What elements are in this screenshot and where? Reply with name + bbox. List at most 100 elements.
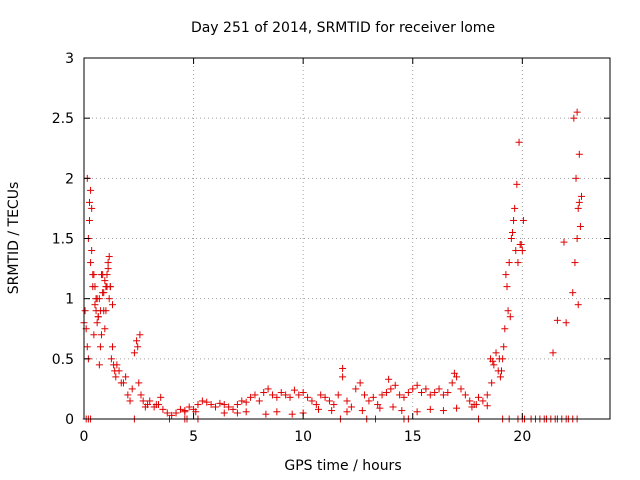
data-point [124, 391, 132, 399]
data-point [128, 385, 136, 393]
data-point [576, 222, 584, 230]
data-point [104, 265, 112, 273]
data-point [159, 405, 167, 413]
y-tick-label: 3 [65, 51, 74, 67]
data-point [468, 403, 476, 411]
data-point [112, 373, 120, 381]
data-point [404, 389, 412, 397]
data-point [453, 404, 461, 412]
data-point [119, 379, 127, 387]
data-point [194, 401, 202, 409]
x-tick-label: 15 [404, 429, 422, 445]
data-point [242, 398, 250, 406]
x-axis-label: GPS time / hours [284, 458, 401, 474]
data-point [96, 307, 104, 315]
data-point [273, 393, 281, 401]
data-point [365, 397, 373, 405]
data-point [87, 259, 95, 267]
data-point [358, 407, 366, 415]
data-point [426, 391, 434, 399]
data-point [376, 404, 384, 412]
x-tick-label: 0 [80, 429, 89, 445]
y-tick-label: 1 [65, 292, 74, 308]
axis-ticks: 0 0.5 1 1.5 2 2.5 3 0 5 10 15 20 [52, 51, 610, 445]
data-point [262, 410, 270, 418]
grid-lines [84, 58, 610, 419]
data-point [343, 408, 351, 416]
data-point [490, 361, 498, 369]
data-point [198, 397, 206, 405]
data-point [444, 389, 452, 397]
data-point [299, 389, 307, 397]
data-point [255, 397, 263, 405]
data-point [94, 313, 102, 321]
data-point [569, 289, 577, 297]
data-point [288, 410, 296, 418]
data-point [369, 393, 377, 401]
data-point [93, 319, 101, 327]
data-point [356, 379, 364, 387]
data-point [268, 391, 276, 399]
data-point [225, 403, 233, 411]
data-point [483, 391, 491, 399]
data-point [573, 108, 581, 116]
data-point [501, 325, 509, 333]
data-point [339, 373, 347, 381]
data-point [339, 364, 347, 372]
data-point [508, 228, 516, 236]
data-point [103, 271, 111, 279]
data-point [88, 247, 96, 255]
y-tick-label: 0 [65, 412, 74, 428]
data-point [457, 385, 465, 393]
data-point [489, 357, 497, 365]
data-point [504, 307, 512, 315]
data-point [352, 385, 360, 393]
data-point [172, 409, 180, 417]
data-point [181, 407, 189, 415]
data-point [517, 241, 525, 249]
data-point [572, 174, 580, 182]
data-point [553, 316, 561, 324]
data-point [282, 391, 290, 399]
data-point [574, 301, 582, 309]
data-point [466, 397, 474, 405]
data-point [192, 408, 200, 416]
data-point [139, 397, 147, 405]
data-point [99, 289, 107, 297]
data-point [573, 235, 581, 242]
data-point [400, 393, 408, 401]
data-point [277, 389, 285, 397]
data-point [212, 403, 219, 411]
plot-frame [83, 57, 611, 420]
data-point [134, 343, 142, 351]
data-point [238, 397, 246, 405]
x-tick-label: 20 [513, 429, 531, 445]
data-point [321, 393, 329, 401]
data-point [137, 391, 145, 399]
data-point [98, 331, 106, 339]
data-point [85, 216, 93, 224]
data-point [146, 397, 154, 405]
data-point [304, 393, 312, 401]
data-point [81, 307, 89, 315]
data-point [518, 247, 526, 255]
data-point [247, 393, 255, 401]
data-point [220, 409, 228, 417]
data-point [203, 398, 211, 406]
data-point [115, 367, 123, 375]
data-point [83, 343, 91, 351]
data-point [435, 385, 443, 393]
data-point [426, 405, 434, 413]
data-point [492, 349, 500, 357]
data-point [260, 389, 268, 397]
data-point [126, 397, 134, 405]
data-point [413, 408, 421, 416]
data-point [185, 403, 193, 411]
data-point [439, 391, 447, 399]
data-point [101, 277, 109, 285]
data-point [498, 367, 506, 375]
data-point [152, 401, 160, 409]
data-point [325, 397, 333, 405]
data-point [105, 295, 113, 303]
data-point [418, 389, 426, 397]
